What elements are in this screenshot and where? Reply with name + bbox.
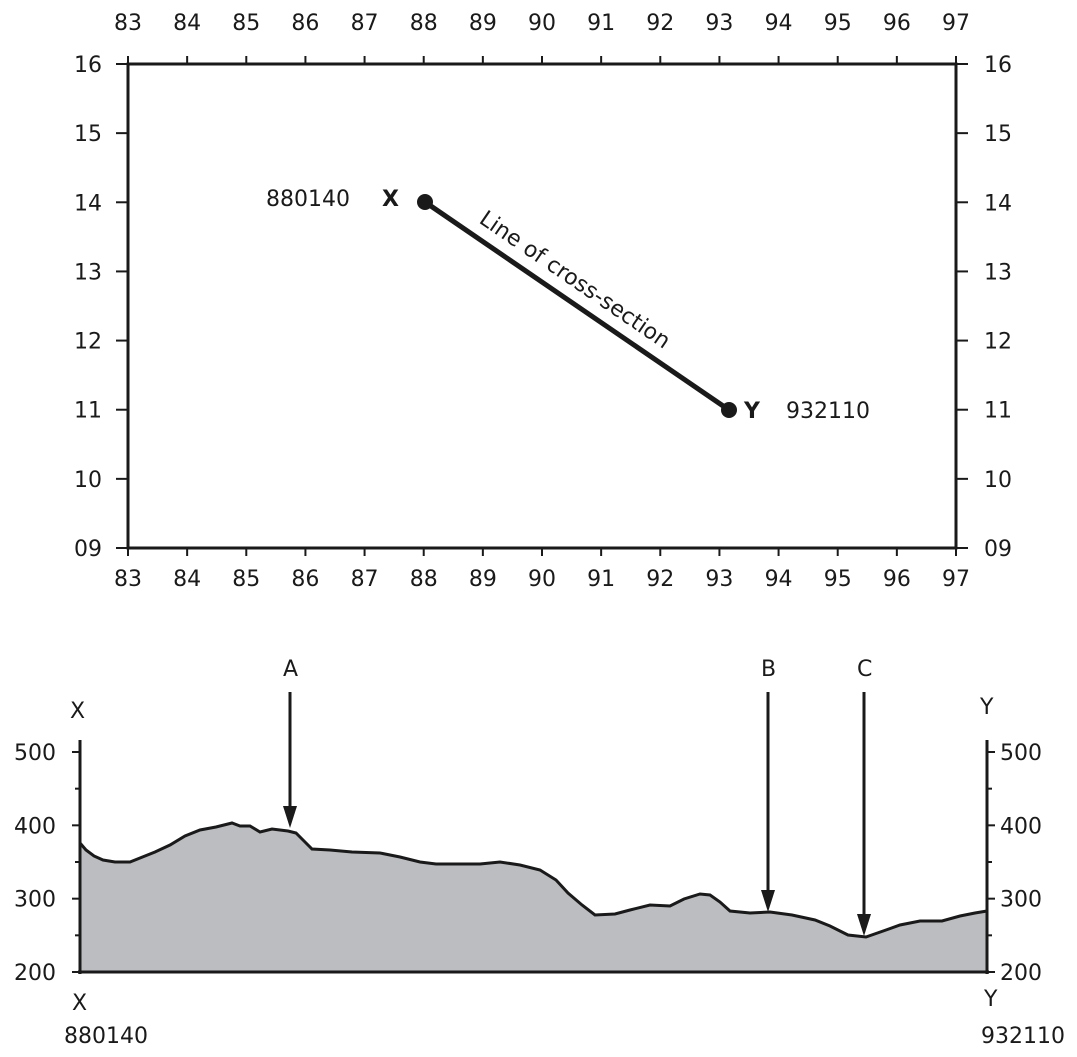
marker-b: B [761,657,776,912]
section-left-gridref: 880140 [64,1024,148,1049]
section-y-tick-label-right: 200 [1000,961,1042,986]
map-x-tick-label-top: 93 [705,11,733,36]
map-y-tick-label-right: 09 [984,537,1012,562]
section-y-tick-label-left: 400 [14,814,56,839]
map-x-tick-label-bottom: 94 [765,567,793,592]
map-x-tick-label-top: 87 [351,11,379,36]
point-y-dot [721,402,737,418]
map-y-tick-label-left: 13 [74,260,102,285]
terrain-profile-line [78,821,988,939]
marker-c-label: C [857,657,872,682]
map-x-tick-label-top: 84 [173,11,201,36]
map-y-tick-label-right: 15 [984,122,1012,147]
map-y-tick-label-right: 13 [984,260,1012,285]
map-x-tick-label-top: 97 [942,11,970,36]
map-x-tick-label-bottom: 93 [705,567,733,592]
section-y-tick-label-right: 500 [1000,741,1042,766]
map-x-tick-label-top: 86 [291,11,319,36]
point-y-gridref: 932110 [786,399,870,424]
map-y-tick-label-left: 10 [74,468,102,493]
point-x-dot [417,194,433,210]
marker-b-label: B [761,657,776,682]
map-x-tick-label-bottom: 90 [528,567,556,592]
section-y-tick-label-right: 400 [1000,814,1042,839]
section-left-top-letter: X [70,699,85,724]
map-x-tick-label-bottom: 87 [351,567,379,592]
section-y-tick-label-left: 500 [14,741,56,766]
section-left-bottom-letter: X [72,991,87,1016]
map-y-tick-label-right: 11 [984,399,1012,424]
map-x-tick-label-top: 88 [410,11,438,36]
point-x-gridref: 880140 [266,187,350,212]
cross-section-line-label: Line of cross-section [475,206,675,354]
marker-b-arrowhead [761,890,775,912]
point-x-letter: X [382,187,399,212]
marker-a-arrowhead [283,806,297,828]
section-y-tick-label-right: 300 [1000,888,1042,913]
map-x-tick-label-top: 83 [114,11,142,36]
marker-c: C [857,657,872,936]
map-x-tick-label-bottom: 85 [232,567,260,592]
map-y-tick-label-left: 09 [74,537,102,562]
marker-c-arrowhead [857,914,871,936]
map-x-tick-label-bottom: 88 [410,567,438,592]
map-x-tick-label-bottom: 95 [824,567,852,592]
section-right-gridref: 932110 [981,1024,1065,1049]
map-x-tick-label-bottom: 91 [587,567,615,592]
marker-a: A [283,657,298,828]
map-y-tick-label-left: 14 [74,191,102,216]
section-right-top-letter: Y [979,695,994,720]
map-x-tick-label-bottom: 96 [883,567,911,592]
map-frame [126,62,958,550]
marker-a-label: A [283,657,298,682]
section-y-ticks: 500 500 400 400 300 300 200 200 [14,741,1042,986]
map-x-tick-label-top: 85 [232,11,260,36]
map-x-tick-label-bottom: 97 [942,567,970,592]
map-x-tick-label-top: 91 [587,11,615,36]
map-y-tick-label-right: 12 [984,330,1012,355]
map-y-tick-label-right: 10 [984,468,1012,493]
point-y-letter: Y [743,399,761,424]
map-x-tick-label-bottom: 83 [114,567,142,592]
section-y-tick-label-left: 200 [14,961,56,986]
map-y-tick-label-left: 11 [74,399,102,424]
map-x-tick-label-bottom: 89 [469,567,497,592]
map-x-tick-label-top: 90 [528,11,556,36]
map-x-tick-label-top: 89 [469,11,497,36]
map-y-tick-label-left: 15 [74,122,102,147]
map-x-ticks: 83 83 84 84 85 85 86 86 87 87 88 88 89 89 90 90 91 91 92 92… [114,11,970,592]
terrain-fill [80,823,987,972]
map-x-tick-label-bottom: 86 [291,567,319,592]
map-y-tick-label-left: 12 [74,330,102,355]
section-y-tick-label-left: 300 [14,888,56,913]
map-x-tick-label-top: 95 [824,11,852,36]
map-x-tick-label-top: 92 [646,11,674,36]
map-x-tick-label-bottom: 84 [173,567,201,592]
map-x-tick-label-top: 94 [765,11,793,36]
section-right-bottom-letter: Y [983,987,998,1012]
cross-section-line [423,199,731,413]
map-y-tick-label-right: 16 [984,53,1012,78]
map-y-ticks: 16 16 15 15 14 14 13 13 12 12 11 11 10 10 09 09 [74,53,1012,562]
map-y-tick-label-left: 16 [74,53,102,78]
map-x-tick-label-top: 96 [883,11,911,36]
map-x-tick-label-bottom: 92 [646,567,674,592]
map-y-tick-label-right: 14 [984,191,1012,216]
